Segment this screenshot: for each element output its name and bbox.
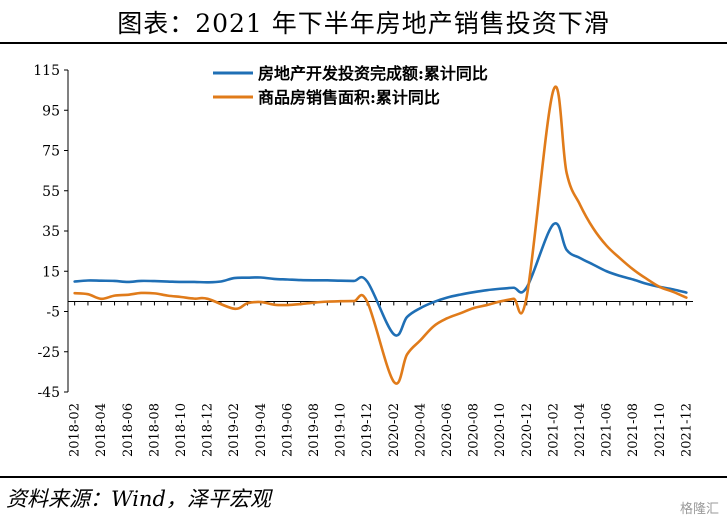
y-tick-label: 55 xyxy=(42,184,60,200)
y-tick-label: 95 xyxy=(42,103,60,119)
x-tick-label: 2019-06 xyxy=(280,403,295,457)
y-tick-label: 35 xyxy=(42,224,60,240)
x-tick-label: 2020-12 xyxy=(520,403,535,457)
x-tick-label: 2021-10 xyxy=(653,403,668,457)
x-tick-label: 2021-12 xyxy=(679,403,694,457)
y-tick-label: 115 xyxy=(33,63,60,79)
line-chart: 115 95 75 55 35 15 -5 -25 -45 2018-02 2018-04 2018-… xyxy=(33,63,694,457)
y-tick-label: 15 xyxy=(42,264,60,280)
x-tick-label: 2020-06 xyxy=(440,403,455,457)
legend-label-2: 商品房销售面积:累计同比 xyxy=(258,88,440,107)
chart-lines xyxy=(73,85,688,385)
x-tick-label: 2020-08 xyxy=(467,403,482,457)
x-tick-label: 2018-10 xyxy=(174,403,189,457)
watermark: 格隆汇 xyxy=(679,502,719,517)
chart-title: 图表：2021 年下半年房地产销售投资下滑 xyxy=(117,9,610,38)
x-tick-label: 2021-08 xyxy=(626,403,641,457)
series-line-1 xyxy=(73,221,688,337)
x-tick-label: 2021-06 xyxy=(600,403,615,457)
y-tick-label: -25 xyxy=(37,345,60,361)
x-tick-label: 2019-08 xyxy=(307,403,322,457)
x-tick-label: 2018-02 xyxy=(68,403,83,457)
source-note: 资料来源：Wind，泽平宏观 xyxy=(6,487,271,511)
top-rule xyxy=(0,42,727,44)
chart-axes: 115 95 75 55 35 15 -5 -25 -45 2018-02 2018-04 2018-… xyxy=(33,63,694,457)
legend-label-1: 房地产开发投资完成额:累计同比 xyxy=(258,64,488,83)
x-tick-label: 2018-12 xyxy=(201,403,216,457)
y-tick-label: 75 xyxy=(42,144,60,160)
x-tick-label: 2019-12 xyxy=(360,403,375,457)
x-tick-label: 2020-10 xyxy=(493,403,508,457)
x-tick-label: 2020-02 xyxy=(387,403,402,457)
x-tick-label: 2018-04 xyxy=(94,403,109,457)
x-tick-label: 2018-06 xyxy=(121,403,136,457)
x-tick-label: 2019-02 xyxy=(227,403,242,457)
series-line-2 xyxy=(73,85,688,385)
x-tick-label: 2021-02 xyxy=(546,403,561,457)
x-tick-label: 2019-04 xyxy=(254,403,269,457)
x-tick-label: 2018-08 xyxy=(147,403,162,457)
bottom-rule xyxy=(0,476,727,478)
y-tick-label: -45 xyxy=(37,385,60,401)
x-tick-label: 2019-10 xyxy=(334,403,349,457)
x-tick-label: 2020-04 xyxy=(413,403,428,457)
x-tick-label: 2021-04 xyxy=(573,403,588,457)
y-tick-label: -5 xyxy=(46,305,60,321)
